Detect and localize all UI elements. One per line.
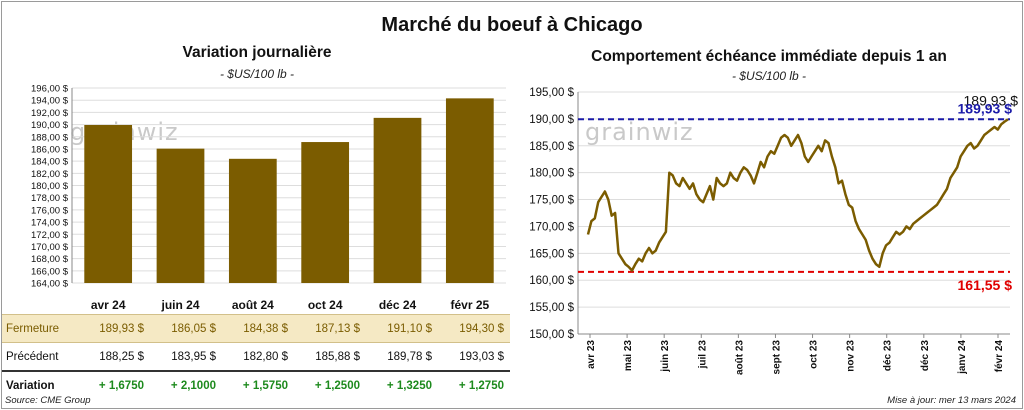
bar-2 — [156, 148, 205, 283]
bar-y-tick-label: 188,00 $ — [31, 132, 69, 143]
bar-y-tick-label: 186,00 $ — [31, 144, 69, 155]
cell-var-6: + 1,2750 — [458, 379, 504, 392]
line-x-tick-label: févr 24 — [994, 340, 1005, 373]
bar-chart-unit: - $US/100 lb - — [219, 67, 295, 81]
line-x-tick-label: oct 23 — [809, 340, 820, 369]
line-x-tick-label: sept 23 — [771, 340, 782, 375]
row-label-variation: Variation — [6, 379, 55, 392]
table-row-close: Fermeture 189,93 $ 186,05 $ 184,38 $ 187… — [2, 314, 510, 343]
cell-close-2: 186,05 $ — [150, 314, 222, 343]
low-reference-label: 161,55 $ — [958, 277, 1013, 293]
line-y-tick-label: 165,00 $ — [529, 248, 574, 260]
bar-y-tick-label: 190,00 $ — [31, 120, 69, 131]
row-label-previous: Précédent — [2, 342, 78, 372]
bar-y-tick-label: 180,00 $ — [31, 181, 69, 192]
bar-y-tick-label: 196,00 $ — [31, 84, 69, 95]
bar-y-tick-label: 184,00 $ — [31, 157, 69, 168]
line-y-tick-label: 195,00 $ — [529, 87, 574, 99]
bar-y-tick-label: 168,00 $ — [31, 254, 69, 265]
line-x-tick-label: juin 23 — [660, 340, 671, 373]
bar-y-tick-label: 172,00 $ — [31, 230, 69, 241]
bar-category-label: févr 25 — [450, 298, 489, 312]
row-label-close: Fermeture — [2, 314, 78, 343]
cell-close-4: 187,13 $ — [294, 314, 366, 343]
cell-prev-2: 183,95 $ — [150, 342, 222, 372]
cell-close-1: 189,93 $ — [78, 314, 150, 343]
page-title: Marché du boeuf à Chicago — [381, 14, 643, 36]
cell-prev-1: 188,25 $ — [78, 342, 150, 372]
bar-chart-title: Variation journalière — [182, 44, 332, 61]
bar-y-tick-label: 166,00 $ — [31, 266, 69, 277]
cell-close-5: 191,10 $ — [366, 314, 438, 343]
line-x-tick-label: août 23 — [734, 340, 745, 375]
table-row-previous: Précédent 188,25 $ 183,95 $ 182,80 $ 185… — [2, 342, 510, 372]
line-y-tick-label: 180,00 $ — [529, 168, 574, 180]
price-table: Fermeture 189,93 $ 186,05 $ 184,38 $ 187… — [2, 314, 510, 399]
bar-6 — [445, 98, 494, 283]
bar-3 — [228, 158, 277, 283]
cell-prev-5: 189,78 $ — [366, 342, 438, 372]
bar-y-tick-label: 192,00 $ — [31, 108, 69, 119]
table-row-variation: Variation + 1,6750 + 2,1000 + 1,5750 + 1… — [2, 371, 510, 399]
bar-y-tick-label: 182,00 $ — [31, 169, 69, 180]
bar-y-tick-label: 176,00 $ — [31, 205, 69, 216]
bar-category-label: oct 24 — [308, 298, 343, 312]
cell-prev-4: 185,88 $ — [294, 342, 366, 372]
bar-y-tick-label: 178,00 $ — [31, 193, 69, 204]
line-chart-unit: - $US/100 lb - — [731, 69, 807, 83]
line-y-tick-label: 190,00 $ — [529, 114, 574, 126]
line-x-tick-label: janv 24 — [957, 340, 968, 375]
watermark-right: grainwiz — [585, 118, 694, 146]
bar-y-tick-label: 164,00 $ — [31, 279, 69, 290]
line-chart-title: Comportement échéance immédiate depuis 1… — [591, 48, 947, 65]
line-y-tick-label: 155,00 $ — [529, 302, 574, 314]
line-y-tick-label: 150,00 $ — [529, 329, 574, 341]
bar-y-tick-label: 194,00 $ — [31, 96, 69, 107]
line-x-tick-label: déc 23 — [920, 340, 931, 372]
bar-4 — [301, 142, 350, 283]
bar-5 — [373, 117, 422, 283]
bar-y-tick-label: 170,00 $ — [31, 242, 69, 253]
line-x-tick-label: nov 23 — [846, 340, 857, 372]
line-y-tick-label: 185,00 $ — [529, 141, 574, 153]
line-y-tick-label: 170,00 $ — [529, 221, 574, 233]
cell-var-5: + 1,3250 — [386, 379, 432, 392]
cell-prev-6: 193,03 $ — [438, 342, 510, 372]
cell-var-2: + 2,1000 — [170, 379, 216, 392]
cell-var-3: + 1,5750 — [242, 379, 288, 392]
bar-category-label: août 24 — [232, 298, 274, 312]
update-note: Mise à jour: mer 13 mars 2024 — [887, 395, 1016, 406]
cell-close-3: 184,38 $ — [222, 314, 294, 343]
line-y-tick-label: 175,00 $ — [529, 195, 574, 207]
line-x-tick-label: mai 23 — [623, 340, 634, 372]
line-x-tick-label: juil 23 — [697, 340, 708, 370]
cell-close-6: 194,30 $ — [438, 314, 510, 343]
bar-1 — [84, 124, 133, 283]
bar-category-label: avr 24 — [91, 298, 126, 312]
cell-var-4: + 1,2500 — [314, 379, 360, 392]
line-x-tick-label: avr 23 — [586, 340, 597, 369]
price-series-line — [586, 118, 1009, 272]
source-note: Source: CME Group — [5, 395, 91, 406]
line-x-tick-label: déc 23 — [883, 340, 894, 372]
bar-y-tick-label: 174,00 $ — [31, 218, 69, 229]
last-value-label: 189,93 $ — [964, 92, 1019, 108]
high-reference-label: 189,93 $ — [958, 100, 1013, 116]
cell-prev-3: 182,80 $ — [222, 342, 294, 372]
line-y-tick-label: 160,00 $ — [529, 275, 574, 287]
cell-var-1: + 1,6750 — [98, 379, 144, 392]
bar-category-label: juin 24 — [160, 298, 199, 312]
bar-category-label: déc 24 — [379, 298, 417, 312]
